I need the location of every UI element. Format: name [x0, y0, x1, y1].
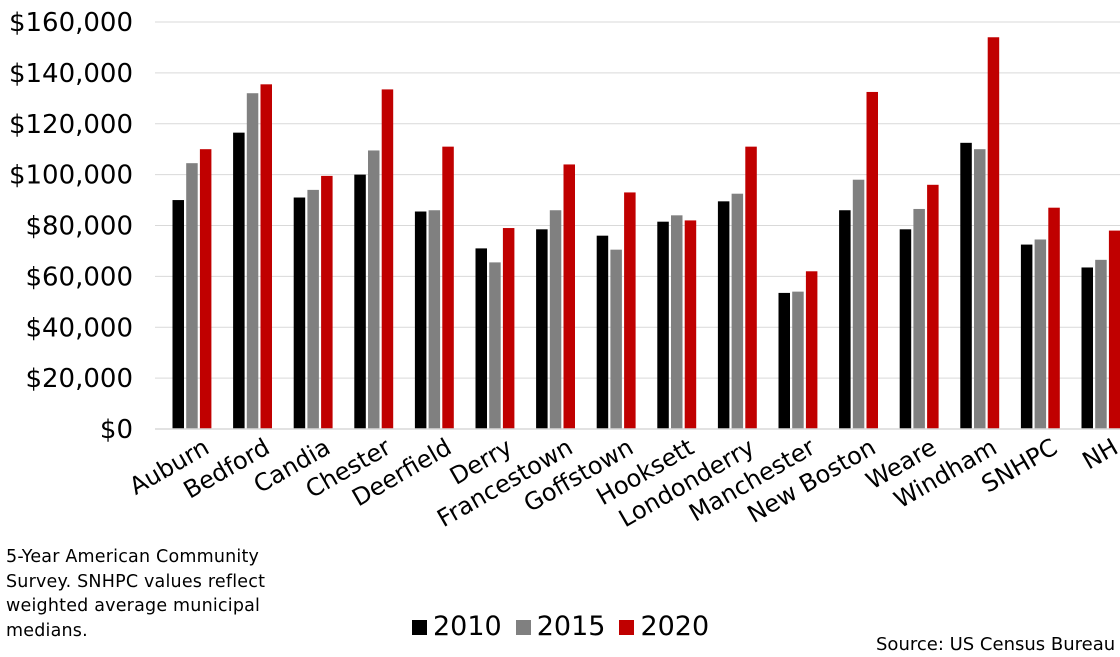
bar-2010	[414, 211, 427, 429]
bar-2010	[475, 248, 487, 429]
bar-2015	[1034, 239, 1047, 429]
note-line: 5-Year American Community	[6, 547, 260, 567]
source-note: Source: US Census Bureau	[876, 634, 1116, 655]
bar-2015	[549, 210, 562, 429]
bar-2020	[260, 84, 272, 430]
legend-label-2020: 2020	[640, 611, 710, 642]
y-tick-label: $160,000	[9, 8, 133, 38]
y-tick-label: $140,000	[9, 59, 133, 89]
x-tick-label: NH	[1078, 433, 1120, 475]
bar-2020	[624, 192, 636, 429]
y-tick-label: $100,000	[9, 161, 133, 191]
chart-note: 5-Year American Community Survey. SNHPC …	[6, 545, 346, 643]
y-tick-label: $120,000	[9, 110, 133, 140]
bar-2020	[1108, 230, 1120, 429]
bar-2020	[987, 37, 1000, 429]
note-line: medians.	[6, 620, 88, 641]
bar-2015	[792, 291, 804, 429]
legend-swatch-2015	[515, 619, 531, 635]
bar-2020	[927, 184, 939, 429]
legend-item-2015: 2015	[515, 611, 606, 642]
bar-2010	[536, 229, 548, 429]
bar-2015	[1095, 259, 1107, 429]
bar-2015	[913, 208, 925, 429]
bar-2020	[199, 149, 212, 429]
chart-legend: 2010 2015 2020	[412, 612, 723, 642]
bar-2010	[293, 197, 306, 429]
bar-2015	[974, 149, 986, 429]
bar-2020	[684, 220, 697, 429]
bar-2020	[745, 146, 757, 430]
bar-2010	[839, 210, 851, 429]
bar-2010	[596, 235, 609, 429]
bar-2015	[307, 189, 319, 429]
bar-2020	[321, 175, 333, 429]
note-line: Survey. SNHPC values reflect	[6, 571, 266, 592]
y-tick-label: $80,000	[25, 212, 133, 242]
bar-2010	[172, 200, 184, 429]
bar-2010	[717, 201, 730, 429]
legend-label-2010: 2010	[433, 611, 502, 642]
legend-item-2010: 2010	[412, 612, 502, 642]
bar-2010	[1081, 267, 1093, 429]
bar-2010	[233, 132, 245, 429]
legend-swatch-2020	[619, 619, 635, 635]
bar-2020	[502, 228, 515, 429]
bar-2015	[489, 262, 501, 429]
legend-item-2020: 2020	[619, 612, 709, 642]
bar-2010	[657, 221, 669, 429]
bar-2020	[866, 91, 878, 429]
note-line: weighted average municipal	[6, 596, 261, 616]
bar-2015	[368, 150, 380, 429]
bar-2015	[671, 215, 683, 429]
y-tick-label: $20,000	[25, 364, 133, 394]
bar-2010	[778, 292, 790, 429]
bar-2010	[1020, 244, 1033, 429]
bar-2020	[1048, 207, 1060, 429]
bar-2020	[381, 89, 394, 430]
bar-2010	[354, 174, 366, 429]
bar-2015	[246, 93, 259, 429]
bar-2010	[960, 142, 972, 429]
bar-2015	[428, 210, 441, 429]
bar-2020	[805, 271, 818, 429]
bar-2015	[610, 249, 622, 429]
bar-2015	[731, 193, 744, 429]
bar-2020	[442, 146, 454, 430]
y-tick-label: $0	[100, 415, 133, 445]
bar-2020	[563, 164, 575, 429]
y-tick-label: $60,000	[25, 262, 133, 292]
bar-2010	[899, 229, 912, 429]
bar-2015	[852, 179, 865, 429]
legend-swatch-2010	[412, 619, 427, 635]
bar-2015	[186, 163, 198, 429]
legend-label-2015: 2015	[536, 611, 606, 642]
y-tick-label: $40,000	[25, 313, 133, 343]
